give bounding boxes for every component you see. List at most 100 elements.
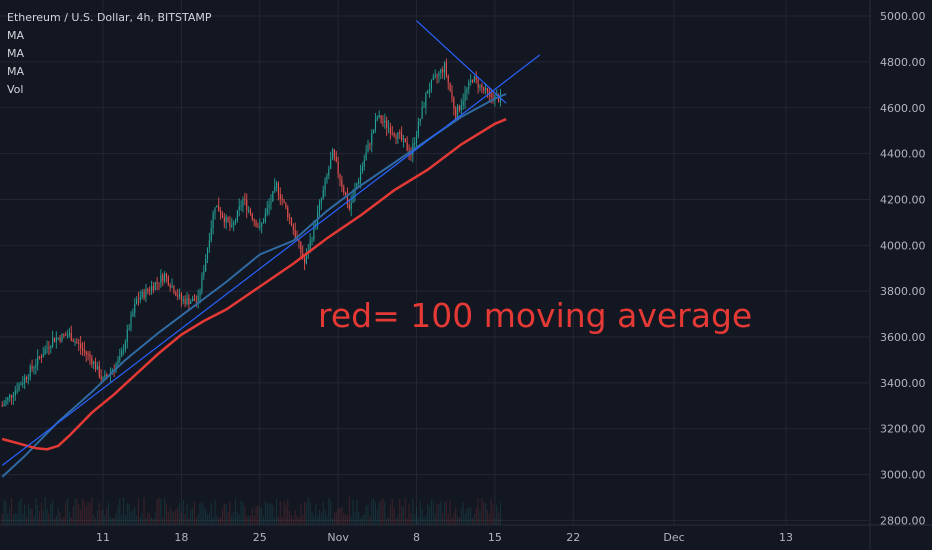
candle-body <box>74 341 76 343</box>
indicator-ma-1[interactable]: MA <box>7 29 25 42</box>
volume-bar <box>281 516 283 525</box>
volume-bar <box>399 499 401 525</box>
volume-bar <box>190 509 192 525</box>
symbol-title[interactable]: Ethereum / U.S. Dollar, 4h, BITSTAMP <box>7 11 212 24</box>
trendlines[interactable] <box>1 20 541 466</box>
volume-bar <box>479 510 481 525</box>
candle-body <box>98 366 100 377</box>
volume-bar <box>442 513 444 525</box>
volume-bar <box>124 515 126 525</box>
volume-bar <box>132 510 134 525</box>
volume-bar <box>158 497 160 525</box>
candle-body <box>152 286 154 290</box>
candle-body <box>44 348 46 355</box>
candle-body <box>281 198 283 201</box>
volume-bar <box>481 498 483 525</box>
candle-body <box>229 221 231 227</box>
candle-body <box>462 101 464 106</box>
volume-bar <box>18 501 20 525</box>
time-axis[interactable]: 11 18 25 Nov 8 15 22 Dec 13 <box>96 531 793 544</box>
volume-bar <box>152 518 154 525</box>
volume-bar <box>119 498 121 525</box>
volume-bar <box>57 508 59 525</box>
candle-body <box>277 183 279 195</box>
candle-body <box>128 328 130 330</box>
volume-bar <box>59 512 61 525</box>
volume-bar <box>164 498 166 525</box>
volume-bar <box>94 518 97 525</box>
price-axis[interactable]: 5000.00 4800.00 4600.00 4400.00 4200.00 4000.… <box>880 10 926 527</box>
candle-body <box>164 273 166 282</box>
volume-bar <box>72 505 74 525</box>
candle-body <box>12 395 14 398</box>
candle-body <box>167 277 169 286</box>
volume-bar <box>227 511 229 525</box>
indicator-volume[interactable]: Vol <box>7 83 24 96</box>
candle-body <box>276 183 278 187</box>
candle-body <box>154 282 156 290</box>
candle-body <box>132 313 134 316</box>
candle-body <box>1 405 3 407</box>
volume-bar <box>455 507 457 525</box>
volume-bar <box>387 517 390 525</box>
volume-bar <box>169 507 171 525</box>
volume-bar <box>496 504 498 525</box>
volume-bar <box>464 513 466 525</box>
candle-body <box>244 198 246 200</box>
volume-bar <box>449 500 451 525</box>
candle-body <box>471 80 474 82</box>
candle-body <box>225 216 227 223</box>
volume-bar <box>380 499 382 525</box>
volume-bar <box>167 511 169 525</box>
candle-body <box>419 118 421 122</box>
candle-body <box>233 222 235 225</box>
volume-bar <box>285 505 287 525</box>
volume-bar <box>27 504 29 525</box>
indicator-ma-2[interactable]: MA <box>7 47 25 60</box>
volume-bar <box>240 501 242 525</box>
price-tick-label: 5000.00 <box>880 10 926 23</box>
indicator-ma-3[interactable]: MA <box>7 65 25 78</box>
candle-body <box>374 119 377 130</box>
candle-body <box>361 166 363 172</box>
volume-bar <box>333 512 335 525</box>
candle-body <box>343 186 345 193</box>
candle-body <box>429 88 431 92</box>
volume-bar <box>33 516 35 525</box>
candlesticks <box>1 58 502 407</box>
candle-body <box>365 152 367 160</box>
candle-body <box>320 198 322 204</box>
volume-bar <box>457 515 459 525</box>
volume-bar <box>113 518 115 525</box>
volume-bar <box>9 508 11 525</box>
volume-bar <box>315 503 317 525</box>
candle-body <box>380 115 382 122</box>
candle-body <box>227 216 229 222</box>
candle-body <box>5 400 7 405</box>
price-tick-label: 3400.00 <box>880 377 926 390</box>
volume-bar <box>154 512 156 525</box>
volume-bar <box>307 497 309 525</box>
candle-body <box>406 142 408 151</box>
candle-body <box>356 183 358 189</box>
candle-body <box>423 106 425 108</box>
candle-body <box>333 149 335 158</box>
volume-bar <box>35 497 37 525</box>
volume-bar <box>427 504 429 525</box>
candle-body <box>330 159 332 169</box>
volume-bar <box>130 511 132 525</box>
volume-bar <box>39 511 41 525</box>
volume-bar <box>417 517 419 525</box>
volume-bar <box>238 514 240 525</box>
volume-bar <box>259 507 261 525</box>
candle-body <box>184 299 186 304</box>
volume-bar <box>178 502 181 525</box>
candle-body <box>378 115 380 118</box>
volume-bar <box>324 509 326 525</box>
candle-body <box>248 209 250 211</box>
volume-bar <box>434 513 436 525</box>
time-tick-label: Dec <box>663 531 684 544</box>
candle-body <box>475 76 477 80</box>
